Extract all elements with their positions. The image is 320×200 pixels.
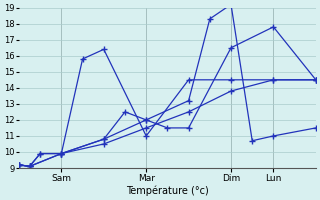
X-axis label: Température (°c): Température (°c) <box>126 185 209 196</box>
